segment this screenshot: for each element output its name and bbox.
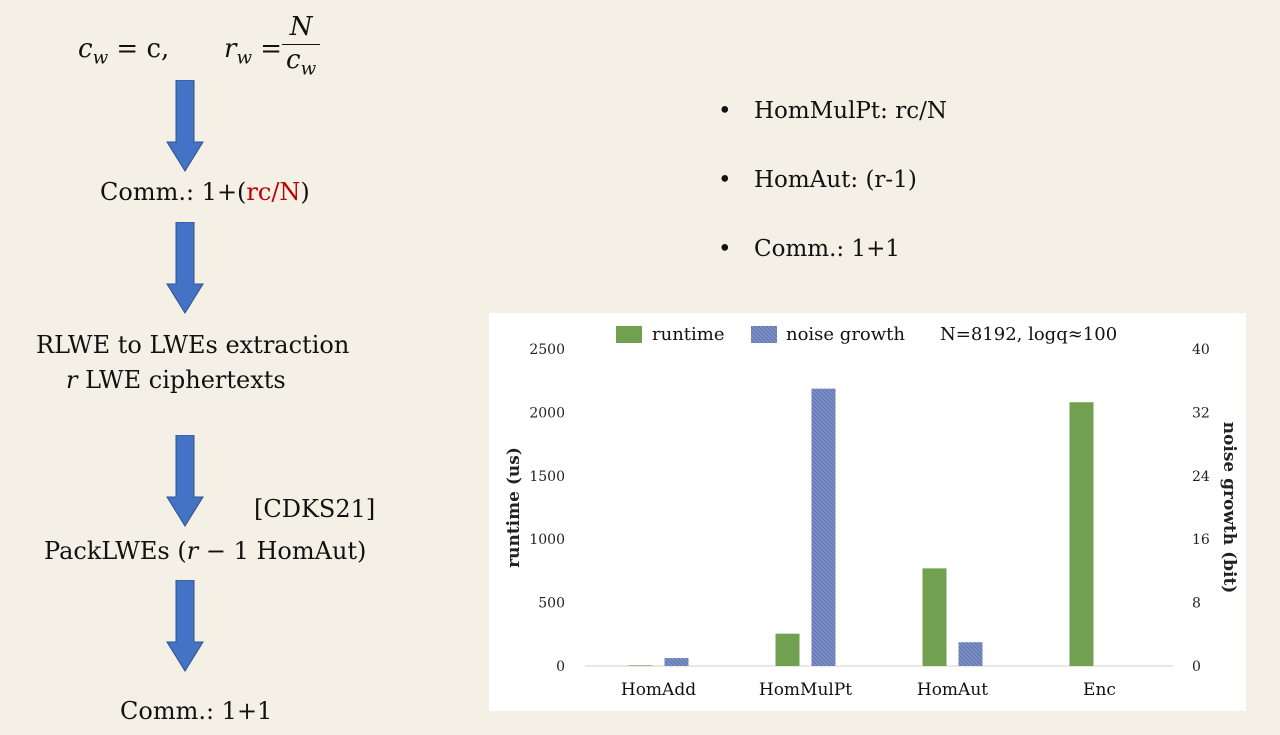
arrow-shape [166, 80, 204, 172]
rlwe-extraction-step: RLWE to LWEs extraction [36, 331, 350, 359]
y-tick-label: 0 [556, 659, 565, 675]
rw-fraction: N cw [282, 12, 321, 79]
bar-chart: 0 500 1000 1500 2000 2500 0 8 16 24 32 40 runtime (u… [504, 324, 1239, 700]
runtime-bar [1069, 402, 1094, 666]
y-tick-label: 2500 [529, 342, 565, 358]
comm-step-1: Comm.: 1+(rc/N) [100, 178, 310, 206]
y-tick-label: 2000 [529, 405, 565, 421]
x-category-label: HomAut [917, 680, 988, 700]
y-tick-label: 1500 [529, 469, 565, 485]
chart-panel: 0 500 1000 1500 2000 2500 0 8 16 24 32 40 runtime (u… [489, 313, 1246, 711]
noise-growth-bar [811, 388, 836, 666]
rw-equation-lhs: rw = [224, 34, 283, 69]
bullet-item: HomAut: (r-1) [718, 167, 947, 236]
y-tick-label: 1000 [529, 532, 565, 548]
noise-growth-bar [664, 658, 689, 666]
noise-growth-bar [958, 642, 983, 666]
bullet-item: HomMulPt: rc/N [718, 98, 947, 167]
legend-swatch-noise-growth [751, 326, 777, 343]
y2-axis-label: noise growth (bit) [1219, 422, 1239, 594]
down-arrow-icon [166, 80, 204, 172]
y2-tick-label: 16 [1192, 532, 1210, 548]
x-category-label: Enc [1083, 680, 1116, 700]
packlwes-step: PackLWEs (r − 1 HomAut) [44, 537, 367, 565]
legend-swatch-runtime [616, 326, 642, 343]
runtime-bar [922, 568, 947, 666]
runtime-bar [628, 665, 653, 666]
legend-label-noise-growth: noise growth [786, 324, 905, 345]
legend-label-runtime: runtime [652, 324, 725, 345]
y2-tick-label: 8 [1192, 596, 1201, 612]
y2-tick-label: 0 [1192, 659, 1201, 675]
down-arrow-icon [166, 580, 204, 672]
down-arrow-icon [166, 222, 204, 314]
x-category-label: HomMulPt [759, 680, 852, 700]
y-tick-label: 500 [538, 596, 565, 612]
y2-tick-label: 40 [1192, 342, 1210, 358]
down-arrow-icon [166, 435, 204, 527]
citation-label: [CDKS21] [254, 495, 376, 523]
bullet-item: Comm.: 1+1 [718, 236, 947, 305]
cw-equation: cw = c, [78, 34, 170, 69]
chart-annotation: N=8192, logq≈100 [940, 324, 1117, 345]
comm-step-final: Comm.: 1+1 [120, 697, 273, 725]
lwe-ciphertexts-line: r LWE ciphertexts [66, 366, 286, 394]
x-category-label: HomAdd [621, 680, 696, 700]
runtime-bar [775, 633, 800, 666]
y2-tick-label: 32 [1192, 405, 1210, 421]
y-axis-label: runtime (us) [504, 447, 524, 568]
y2-tick-label: 24 [1192, 469, 1210, 485]
cost-bullet-list: HomMulPt: rc/N HomAut: (r-1) Comm.: 1+1 [718, 98, 947, 305]
